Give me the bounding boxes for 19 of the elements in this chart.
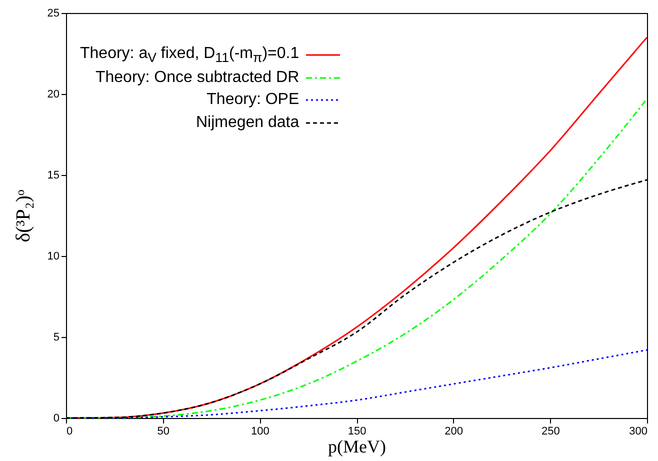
x-tick-label: 50: [157, 426, 170, 438]
x-axis-title: p(MeV): [328, 436, 386, 456]
x-tick-label: 250: [541, 426, 560, 438]
legend-label: Nijmegen data: [196, 114, 300, 132]
legend-label: Theory: Once subtracted DR: [95, 68, 300, 87]
y-axis-title: δ(³P₂)ᵒ: [12, 189, 34, 242]
y-tick-label: 25: [47, 8, 60, 20]
legend-label: Theory: OPE: [206, 91, 300, 110]
y-tick-label: 0: [53, 412, 60, 424]
y-tick-label: 15: [47, 170, 60, 182]
legend-label: Theory: a$_{V}$ fixed, D$_{11}$(-m$_{π}$)=0.1: [80, 45, 300, 66]
x-tick-label: 0: [66, 426, 73, 438]
x-tick-label: 100: [250, 426, 270, 438]
x-tick-label: 200: [444, 426, 464, 438]
y-tick-label: 20: [47, 88, 60, 100]
y-tick-label: 5: [53, 332, 60, 344]
x-tick-label: 150: [348, 426, 366, 438]
x-tick-label: 300: [629, 426, 648, 438]
y-tick-label: 10: [47, 250, 60, 262]
